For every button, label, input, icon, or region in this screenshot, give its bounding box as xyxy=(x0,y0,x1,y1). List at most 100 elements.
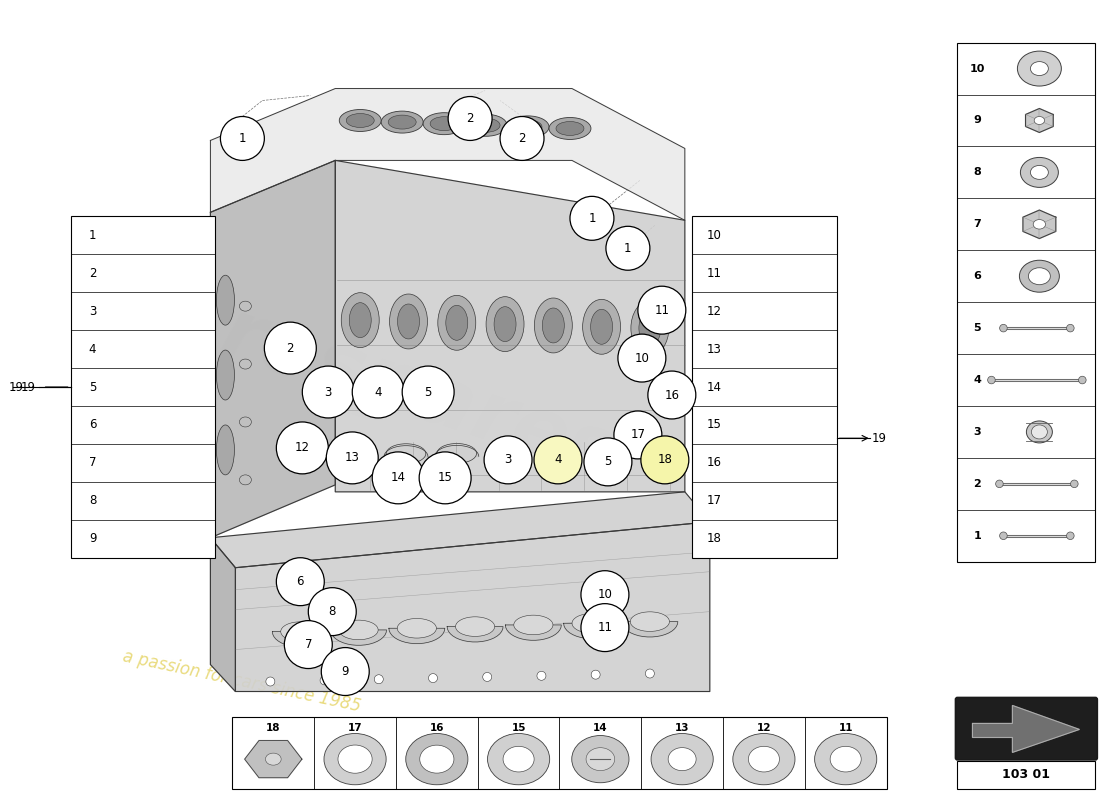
Ellipse shape xyxy=(483,673,492,682)
Text: 1: 1 xyxy=(974,530,981,541)
Text: 17: 17 xyxy=(630,429,646,442)
Text: eurospares: eurospares xyxy=(100,257,627,497)
Ellipse shape xyxy=(430,117,458,130)
Text: 10: 10 xyxy=(635,351,649,365)
Circle shape xyxy=(614,411,662,459)
Circle shape xyxy=(1067,324,1074,332)
Ellipse shape xyxy=(748,746,780,772)
Polygon shape xyxy=(333,446,377,457)
Circle shape xyxy=(988,376,996,384)
Ellipse shape xyxy=(1021,158,1058,187)
Text: 13: 13 xyxy=(706,342,722,355)
Text: 1: 1 xyxy=(89,229,97,242)
Polygon shape xyxy=(336,161,685,492)
Text: 19: 19 xyxy=(871,432,887,445)
Ellipse shape xyxy=(265,753,282,765)
Text: 16: 16 xyxy=(664,389,680,402)
Ellipse shape xyxy=(240,475,252,485)
Circle shape xyxy=(327,432,378,484)
Ellipse shape xyxy=(397,618,437,638)
Ellipse shape xyxy=(339,110,382,131)
Circle shape xyxy=(220,117,264,161)
Ellipse shape xyxy=(438,295,476,350)
Ellipse shape xyxy=(1031,62,1048,75)
Text: 2: 2 xyxy=(89,266,97,280)
Ellipse shape xyxy=(240,359,252,369)
Text: 1: 1 xyxy=(239,132,246,145)
Polygon shape xyxy=(434,446,478,456)
Polygon shape xyxy=(1025,109,1053,133)
Text: 1: 1 xyxy=(588,212,596,225)
Circle shape xyxy=(321,647,370,695)
Text: 16: 16 xyxy=(706,456,722,470)
Circle shape xyxy=(500,117,544,161)
Ellipse shape xyxy=(1033,219,1045,229)
Ellipse shape xyxy=(338,745,372,774)
Text: 2: 2 xyxy=(466,112,474,125)
Ellipse shape xyxy=(630,612,670,631)
Ellipse shape xyxy=(465,114,507,136)
Circle shape xyxy=(276,558,324,606)
Ellipse shape xyxy=(389,294,428,349)
Polygon shape xyxy=(485,445,529,456)
Polygon shape xyxy=(563,623,619,638)
Ellipse shape xyxy=(1034,117,1045,125)
Ellipse shape xyxy=(668,748,696,770)
Text: 16: 16 xyxy=(430,723,444,734)
Polygon shape xyxy=(621,622,678,637)
Circle shape xyxy=(584,438,631,486)
Text: 17: 17 xyxy=(348,723,362,734)
Text: 4: 4 xyxy=(554,454,562,466)
Circle shape xyxy=(352,366,404,418)
Text: 8: 8 xyxy=(329,605,336,618)
Text: 4: 4 xyxy=(974,375,981,385)
Ellipse shape xyxy=(217,275,234,325)
Ellipse shape xyxy=(382,111,424,133)
Text: 6: 6 xyxy=(297,575,304,588)
Ellipse shape xyxy=(388,115,416,129)
Ellipse shape xyxy=(437,443,476,463)
Ellipse shape xyxy=(507,116,549,138)
Ellipse shape xyxy=(549,118,591,139)
Ellipse shape xyxy=(386,444,426,463)
Ellipse shape xyxy=(341,293,380,347)
Circle shape xyxy=(648,371,696,419)
Polygon shape xyxy=(505,625,561,640)
Ellipse shape xyxy=(1018,51,1062,86)
Ellipse shape xyxy=(1028,268,1050,285)
Ellipse shape xyxy=(324,734,386,785)
Ellipse shape xyxy=(336,444,375,464)
Text: 13: 13 xyxy=(344,451,360,464)
Text: 9: 9 xyxy=(89,532,97,546)
Ellipse shape xyxy=(446,306,468,340)
Ellipse shape xyxy=(535,298,572,353)
Ellipse shape xyxy=(542,308,564,343)
Circle shape xyxy=(448,97,492,141)
Ellipse shape xyxy=(639,310,661,346)
Ellipse shape xyxy=(374,674,383,684)
Text: 8: 8 xyxy=(974,167,981,178)
Text: 19: 19 xyxy=(9,381,24,394)
Ellipse shape xyxy=(339,620,378,640)
Polygon shape xyxy=(638,445,682,455)
Text: 13: 13 xyxy=(675,723,690,734)
Polygon shape xyxy=(210,492,710,568)
Text: 10: 10 xyxy=(597,588,613,601)
Ellipse shape xyxy=(240,417,252,427)
Ellipse shape xyxy=(346,114,374,127)
Text: 7: 7 xyxy=(305,638,312,651)
Ellipse shape xyxy=(240,301,252,311)
Ellipse shape xyxy=(217,425,234,475)
Text: 19: 19 xyxy=(21,381,36,394)
Text: 17: 17 xyxy=(706,494,722,507)
Text: 10: 10 xyxy=(706,229,722,242)
Text: 3: 3 xyxy=(974,427,981,437)
Ellipse shape xyxy=(1032,425,1047,439)
Text: 7: 7 xyxy=(89,456,97,470)
Text: 18: 18 xyxy=(266,723,280,734)
Polygon shape xyxy=(447,626,503,642)
Polygon shape xyxy=(210,89,685,220)
Circle shape xyxy=(570,196,614,240)
Text: 3: 3 xyxy=(324,386,332,398)
Text: 18: 18 xyxy=(658,454,672,466)
